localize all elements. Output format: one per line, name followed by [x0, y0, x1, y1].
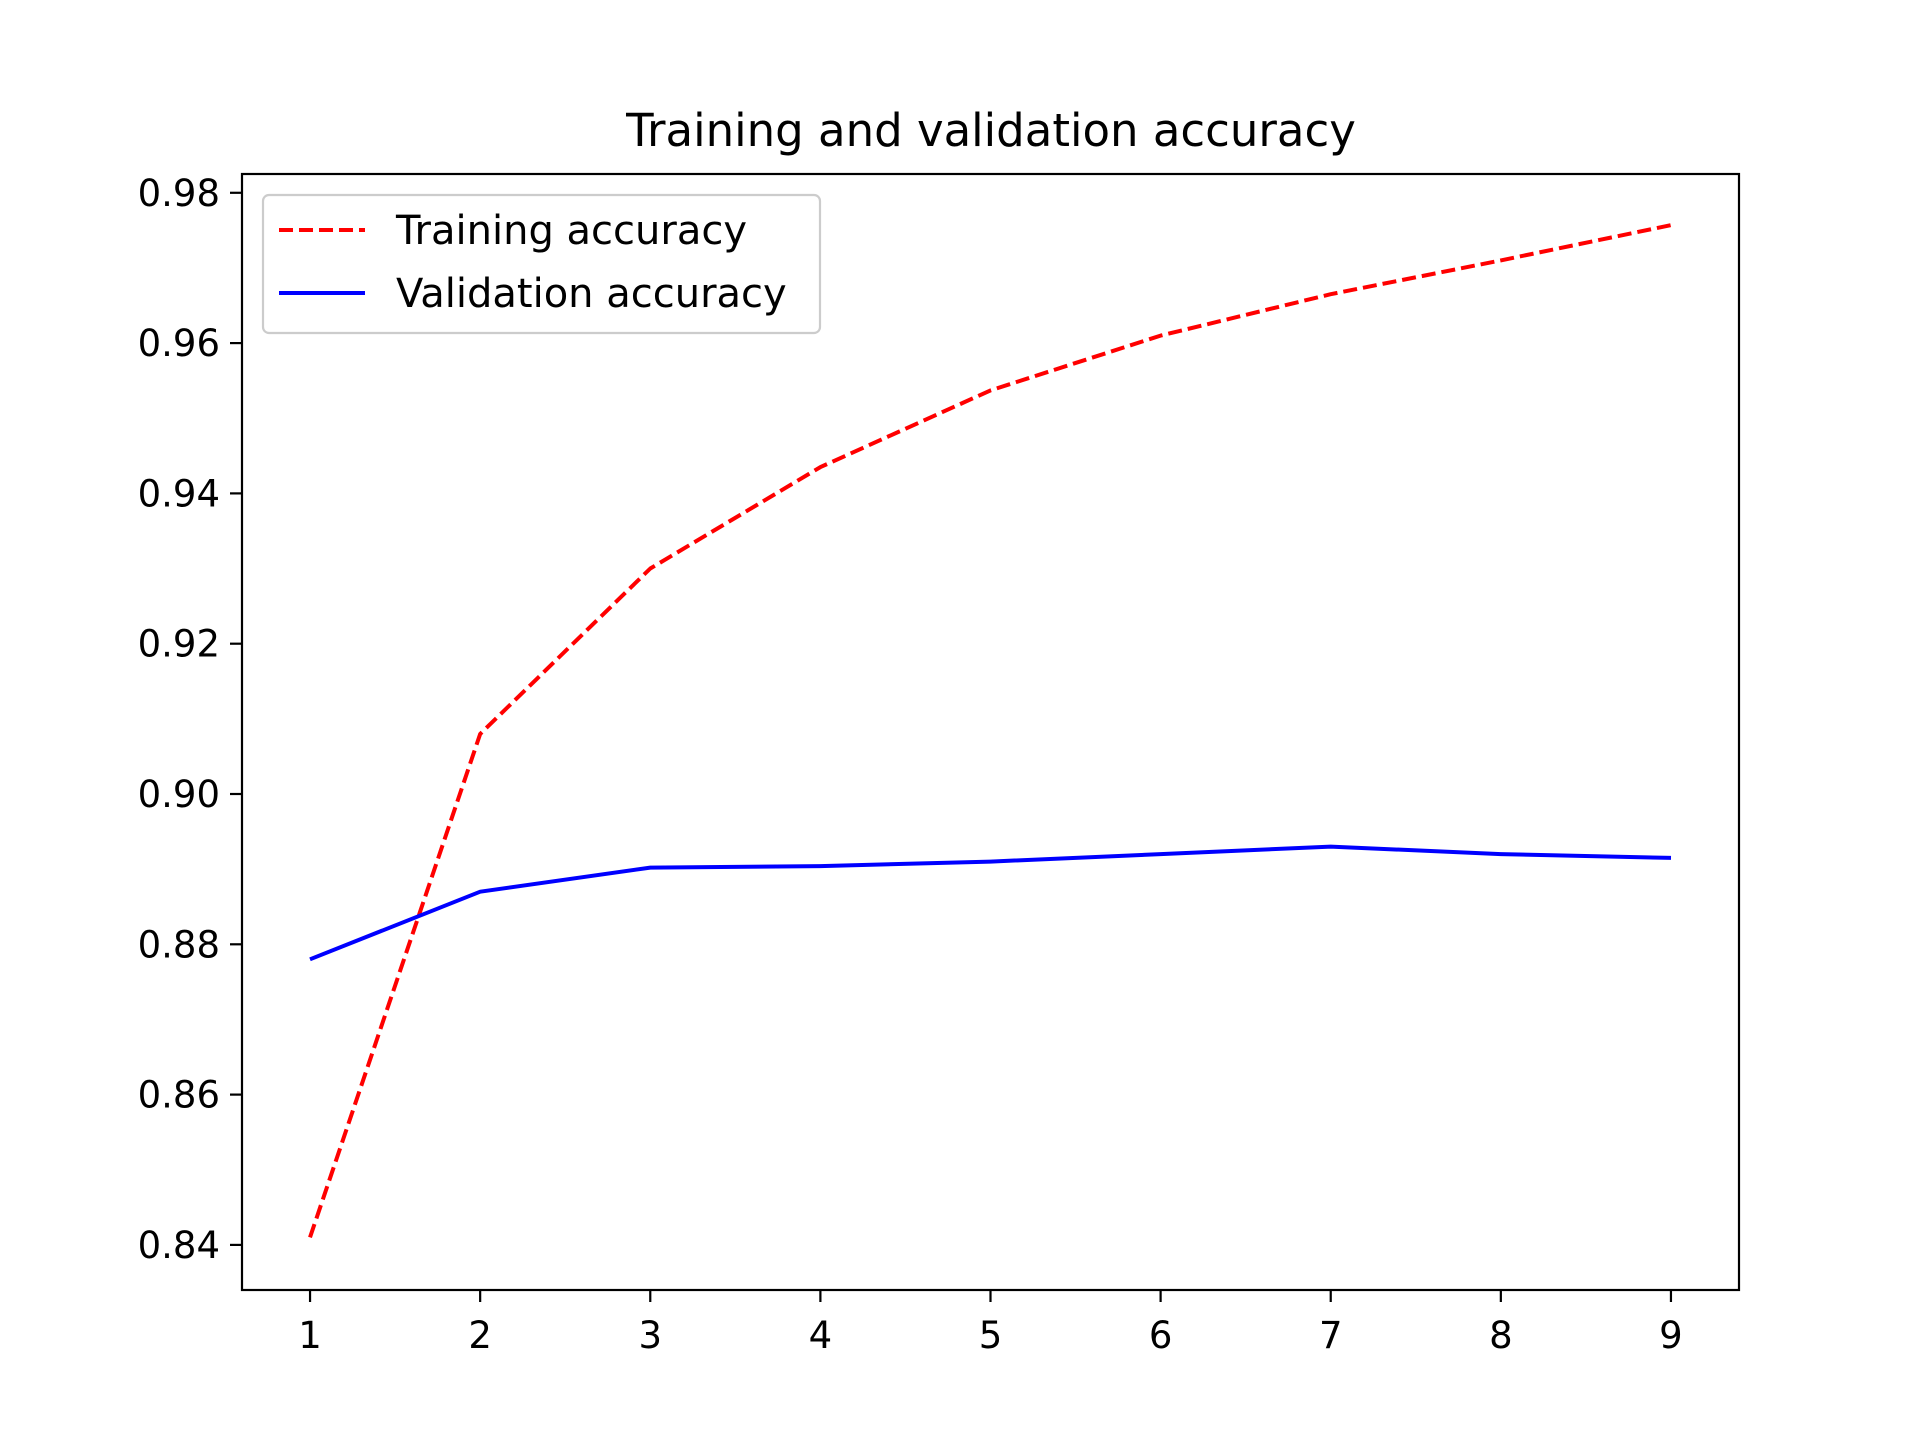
y-tick-label: 0.98 — [138, 172, 220, 215]
x-tick-label: 6 — [1149, 1314, 1173, 1357]
x-tick-label: 9 — [1659, 1314, 1683, 1357]
x-tick-label: 5 — [979, 1314, 1003, 1357]
y-tick-label: 0.90 — [138, 773, 220, 816]
x-axis: 1 2 3 4 5 6 7 8 9 — [298, 1290, 1683, 1357]
y-tick-label: 0.92 — [138, 623, 220, 666]
legend-box — [261, 193, 822, 335]
y-tick-label: 0.88 — [138, 923, 220, 966]
plot-frame — [240, 172, 1741, 1292]
x-tick-label: 4 — [809, 1314, 833, 1357]
series-line-training — [308, 223, 1672, 1239]
series-line-validation — [309, 844, 1672, 962]
y-axis: 0.84 0.86 0.88 0.90 0.92 0.94 0.96 0.98 — [138, 172, 242, 1267]
y-tick-label: 0.94 — [138, 472, 220, 515]
x-tick-label: 2 — [468, 1314, 492, 1357]
x-tick-label: 3 — [638, 1314, 662, 1357]
chart-title: Training and validation accuracy — [625, 104, 1356, 157]
legend: Training accuracy Validation accuracy — [261, 193, 822, 335]
y-tick-label: 0.84 — [138, 1224, 220, 1267]
plot-area — [308, 223, 1672, 1239]
x-tick-label: 1 — [298, 1314, 322, 1357]
legend-label-validation: Validation accuracy — [396, 271, 787, 317]
y-tick-label: 0.96 — [138, 322, 220, 365]
x-tick-label: 8 — [1489, 1314, 1513, 1357]
legend-label-training: Training accuracy — [395, 208, 747, 254]
x-tick-label: 7 — [1319, 1314, 1343, 1357]
y-tick-label: 0.86 — [138, 1074, 220, 1117]
